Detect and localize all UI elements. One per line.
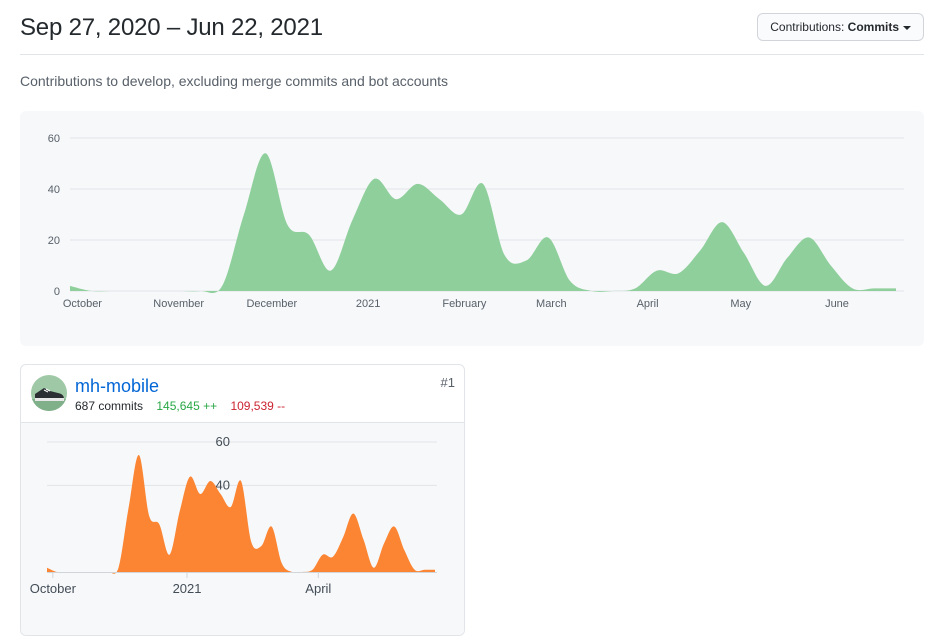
- contributor-chart-panel: 60 40 October 2021 April: [21, 423, 464, 635]
- x-tick-label-may: May: [730, 298, 751, 310]
- avatar[interactable]: [31, 375, 67, 411]
- shoe-icon: [31, 388, 67, 411]
- y-tick-label-60: 60: [216, 434, 230, 449]
- contributions-value: Commits: [847, 20, 899, 34]
- x-tick-label-march: March: [536, 298, 567, 310]
- main-chart-panel: 0 20 40 60 October November December 2021 Februa…: [20, 111, 924, 346]
- contributions-label: Contributions:: [770, 20, 845, 34]
- contributor-commits-chart: 60 40 October 2021 April: [30, 434, 437, 596]
- y-tick-label-40: 40: [48, 184, 60, 196]
- contributor-card-header: mh-mobile 687 commits 145,645 ++ 109,539…: [21, 365, 464, 423]
- date-range-title: Sep 27, 2020 – Jun 22, 2021: [20, 14, 323, 41]
- x-tick-label-october: October: [63, 298, 102, 310]
- x-tick-label-april: April: [637, 298, 659, 310]
- main-contributions-chart: 0 20 40 60 October November December 2021 Februa…: [48, 133, 904, 310]
- contributor-stats: 687 commits 145,645 ++ 109,539 --: [75, 399, 285, 413]
- additions-count: 145,645 ++: [156, 399, 218, 413]
- page-header: Sep 27, 2020 – Jun 22, 2021 Contribution…: [20, 12, 924, 55]
- y-tick-label-20: 20: [48, 235, 60, 247]
- x-tick-label-april: April: [305, 581, 331, 596]
- commit-count-link[interactable]: 687 commits: [75, 399, 144, 413]
- x-tick-label-december: December: [246, 298, 297, 310]
- x-tick-label-october: October: [30, 581, 77, 596]
- x-tick-label-february: February: [442, 298, 487, 310]
- x-tick-label-2021: 2021: [356, 298, 380, 310]
- x-tick-label-2021: 2021: [173, 581, 202, 596]
- contributions-subtitle: Contributions to develop, excluding merg…: [20, 73, 449, 89]
- y-tick-label-0: 0: [54, 286, 60, 298]
- commits-area-series[interactable]: [47, 454, 435, 574]
- x-tick-label-june: June: [825, 298, 849, 310]
- y-tick-label-60: 60: [48, 133, 60, 145]
- caret-down-icon: [903, 25, 911, 30]
- commits-area-series[interactable]: [70, 153, 896, 294]
- contributions-type-select[interactable]: Contributions: Commits: [757, 13, 924, 41]
- contributor-rank: #1: [440, 375, 455, 390]
- deletions-count: 109,539 --: [230, 399, 286, 413]
- x-tick-label-november: November: [153, 298, 204, 310]
- y-tick-label-40: 40: [216, 477, 230, 492]
- contributor-card: mh-mobile 687 commits 145,645 ++ 109,539…: [20, 364, 465, 636]
- contributor-name-link[interactable]: mh-mobile: [75, 376, 160, 396]
